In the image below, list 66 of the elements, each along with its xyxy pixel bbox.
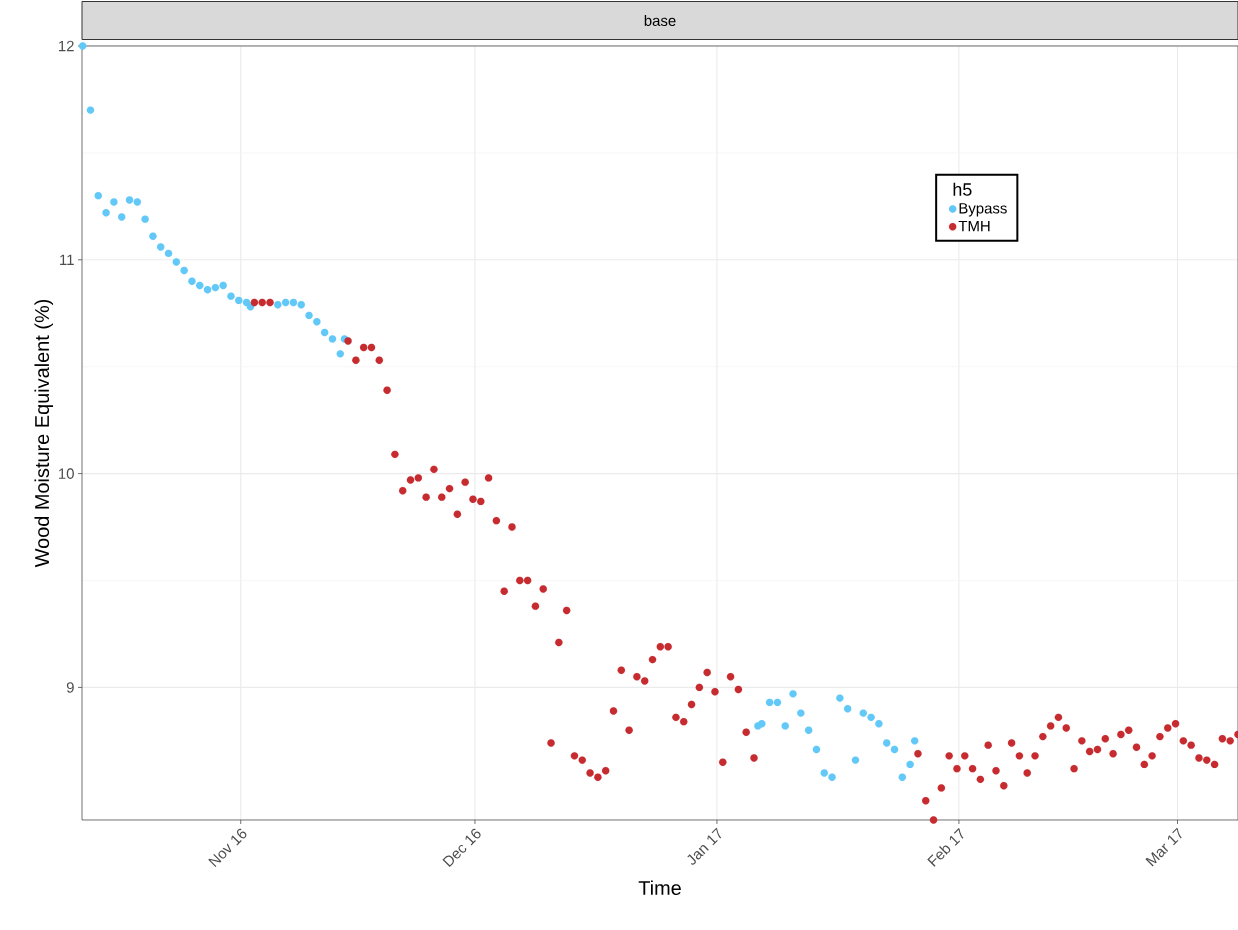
point — [781, 722, 789, 730]
point — [297, 300, 305, 309]
point — [227, 292, 235, 300]
point — [851, 756, 860, 764]
point — [86, 106, 95, 114]
point — [773, 698, 782, 707]
point — [274, 300, 282, 309]
point — [336, 350, 345, 358]
point — [133, 198, 142, 206]
point — [906, 760, 914, 769]
point — [211, 283, 220, 292]
point — [203, 285, 212, 294]
x-tick-label: Mar 17 — [1145, 827, 1182, 867]
point — [320, 328, 329, 337]
point — [836, 694, 844, 702]
point — [188, 277, 196, 285]
point — [313, 318, 321, 326]
point — [765, 698, 774, 707]
point — [328, 335, 337, 343]
point — [149, 232, 157, 241]
point — [828, 773, 836, 781]
x-tick-label: Jan 17 — [687, 827, 722, 865]
point — [859, 709, 868, 717]
point — [843, 705, 852, 713]
point — [758, 720, 766, 728]
x-axis-title: Time — [638, 880, 681, 896]
point — [890, 745, 899, 754]
point — [164, 249, 173, 258]
point — [156, 243, 165, 251]
y-tick-label: 11 — [60, 254, 74, 265]
point — [172, 258, 181, 266]
point — [125, 196, 134, 204]
point — [117, 213, 126, 221]
x-tick-label: Nov 16 — [208, 828, 247, 868]
point — [812, 745, 821, 754]
point — [78, 42, 87, 50]
point — [94, 191, 103, 200]
point — [797, 709, 805, 717]
x-tick-label: Dec 16 — [442, 828, 481, 868]
point — [910, 737, 919, 745]
point — [882, 739, 891, 747]
legend-title: h5 — [953, 182, 972, 196]
legend-label: Bypass — [959, 203, 1007, 217]
point — [110, 198, 118, 206]
point — [180, 266, 188, 275]
point — [875, 720, 883, 728]
y-tick-label: 12 — [59, 40, 74, 52]
point — [219, 281, 227, 290]
chart-title: base — [644, 15, 676, 26]
x-tick-label: Feb 17 — [927, 828, 964, 867]
point — [867, 713, 875, 722]
point — [898, 773, 907, 781]
y-axis-title: Wood Moisture Equivalent (%) — [34, 299, 54, 568]
point — [195, 281, 204, 290]
y-tick-label: 10 — [59, 468, 74, 479]
point — [804, 726, 813, 734]
point — [789, 690, 797, 698]
y-tick-label: 9 — [66, 682, 74, 693]
point — [235, 296, 243, 305]
point — [820, 769, 829, 777]
legend-label: TMH — [958, 220, 990, 232]
point — [141, 215, 149, 223]
point — [281, 298, 290, 307]
point — [305, 311, 313, 320]
point — [289, 298, 298, 307]
point — [102, 209, 110, 217]
